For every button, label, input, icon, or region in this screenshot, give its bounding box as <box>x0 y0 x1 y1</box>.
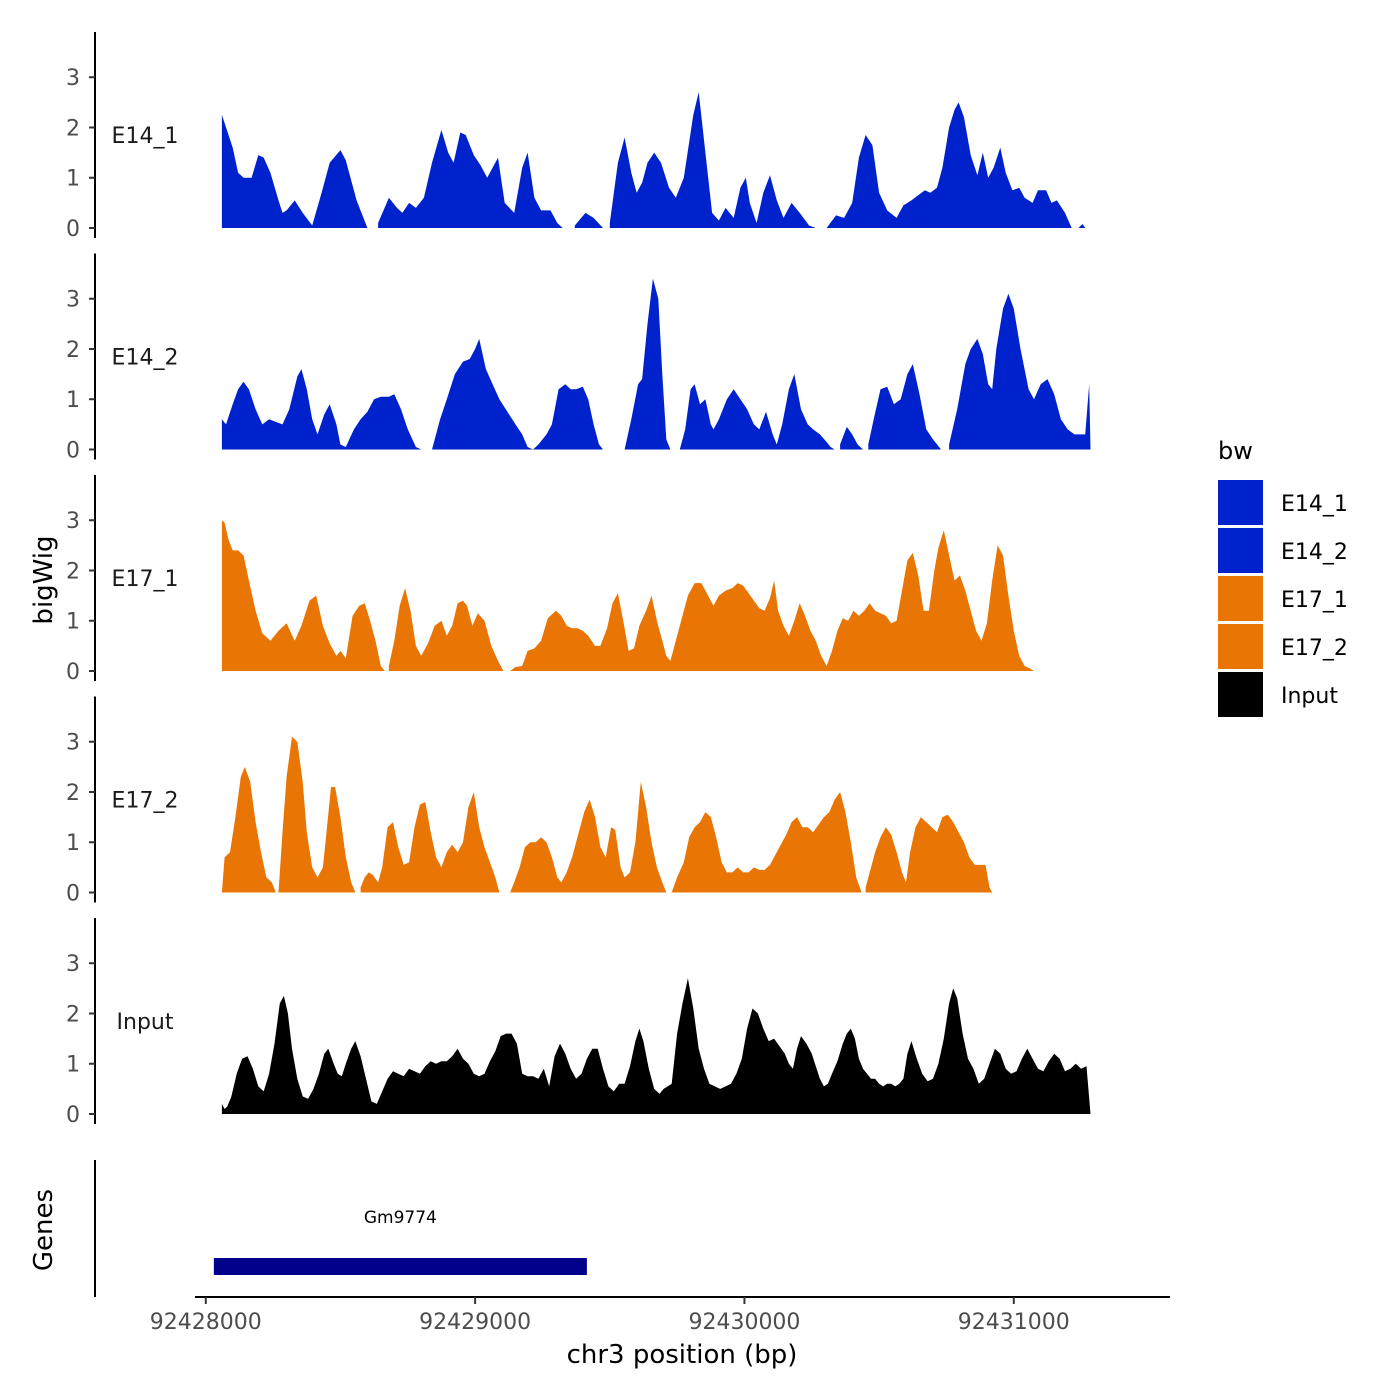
y-tick-label: 2 <box>66 559 80 584</box>
coverage-area <box>826 102 1072 228</box>
legend-swatch <box>1218 576 1263 621</box>
coverage-area <box>360 792 500 893</box>
track-label: E17_2 <box>112 789 179 814</box>
coverage-area <box>510 530 1035 671</box>
coverage-area <box>624 278 671 450</box>
track-panel-Input: 0 1 2 3 Input <box>66 918 1091 1128</box>
x-tick-label: 92430000 <box>688 1310 800 1335</box>
legend-label: E17_1 <box>1281 588 1348 613</box>
y-tick-label: 2 <box>66 338 80 363</box>
legend-label: Input <box>1281 684 1338 709</box>
coverage-area <box>865 814 993 893</box>
gene-label: Gm9774 <box>364 1208 437 1228</box>
coverage-area <box>949 293 1091 450</box>
gene-track: Genes Gm9774 <box>29 1160 587 1297</box>
legend-swatch <box>1218 624 1263 669</box>
track-panel-E14_2: 0 1 2 3 E14_2 <box>66 253 1091 464</box>
coverage-area <box>432 338 603 450</box>
y-tick-label: 0 <box>66 217 80 242</box>
track-label: E14_1 <box>112 124 179 149</box>
x-tick-label: 92431000 <box>958 1310 1070 1335</box>
track-label: E14_2 <box>112 346 179 371</box>
x-axis: 92428000 92429000 92430000 92431000 <box>150 1296 1170 1335</box>
legend-label: E14_1 <box>1281 492 1348 517</box>
coverage-area <box>221 978 1091 1114</box>
y-tick-label: 1 <box>66 1053 80 1078</box>
genes-track-title: Genes <box>29 1189 59 1271</box>
legend-swatch <box>1218 480 1263 525</box>
coverage-area <box>1078 224 1086 228</box>
coverage-area <box>221 369 422 450</box>
y-tick-label: 1 <box>66 610 80 635</box>
y-tick-label: 3 <box>66 952 80 977</box>
coverage-area <box>868 364 942 450</box>
track-panel-E17_2: 0 1 2 3 E17_2 <box>66 696 993 907</box>
coverage-area <box>510 781 667 893</box>
coverage-area <box>388 588 504 671</box>
coverage-area <box>221 766 276 893</box>
y-tick-label: 3 <box>66 509 80 534</box>
y-tick-label: 3 <box>66 288 80 313</box>
track-panels: 0 1 2 3 E14_1 0 1 2 3 E14_2 0 1 2 3 E17_1 0 1 2 3 E17_2 0 1 2 3… <box>66 32 1091 1128</box>
y-tick-label: 0 <box>66 439 80 464</box>
y-tick-label: 1 <box>66 167 80 192</box>
gene-body <box>213 1258 587 1275</box>
y-tick-label: 3 <box>66 66 80 91</box>
x-tick-label: 92428000 <box>150 1310 262 1335</box>
legend-title: bw <box>1218 437 1253 465</box>
y-tick-label: 1 <box>66 831 80 856</box>
legend-label: E14_2 <box>1281 540 1348 565</box>
coverage-area <box>378 130 563 228</box>
legend-label: E17_2 <box>1281 636 1348 661</box>
coverage-area <box>278 736 356 893</box>
y-tick-label: 2 <box>66 781 80 806</box>
y-axis-title: bigWig <box>29 535 59 624</box>
track-panel-E14_1: 0 1 2 3 E14_1 <box>66 32 1086 242</box>
track-label: Input <box>117 1010 174 1035</box>
coverage-area <box>840 426 863 450</box>
legend-swatch <box>1218 528 1263 573</box>
coverage-area <box>221 114 368 228</box>
track-label: E17_1 <box>112 567 179 592</box>
coverage-area <box>609 92 816 228</box>
y-tick-label: 3 <box>66 731 80 756</box>
x-axis-title: chr3 position (bp) <box>567 1340 798 1370</box>
y-tick-label: 0 <box>66 660 80 685</box>
track-panel-E17_1: 0 1 2 3 E17_1 <box>66 475 1035 685</box>
y-tick-label: 1 <box>66 388 80 413</box>
coverage-area <box>679 374 835 450</box>
y-tick-label: 2 <box>66 1002 80 1027</box>
y-tick-label: 0 <box>66 882 80 907</box>
legend-swatch <box>1218 672 1263 717</box>
y-tick-label: 2 <box>66 116 80 141</box>
coverage-area <box>671 792 862 893</box>
x-tick-label: 92429000 <box>419 1310 531 1335</box>
y-tick-label: 0 <box>66 1103 80 1128</box>
legend: bw E14_1 E14_2 E17_1 E17_2 Input <box>1218 437 1348 717</box>
coverage-area <box>574 212 603 228</box>
coverage-area <box>221 520 385 671</box>
